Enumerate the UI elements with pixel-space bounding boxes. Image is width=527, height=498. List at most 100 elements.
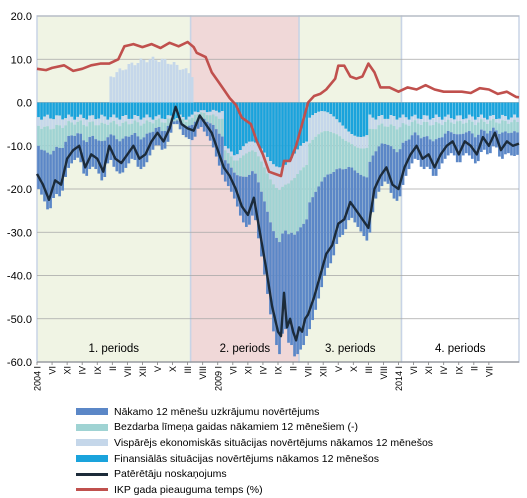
x-tick-label: II <box>108 366 118 371</box>
financial-situation-bar <box>91 102 95 116</box>
economic-situation-bar <box>214 110 218 117</box>
financial-situation-bar <box>97 102 101 119</box>
savings-bar <box>88 137 92 170</box>
economic-situation-bar <box>142 59 146 103</box>
legend-swatch <box>76 423 108 431</box>
savings-bar <box>368 161 372 233</box>
economic-situation-bar <box>229 151 233 157</box>
legend-label: Bezdarba līmeņa gaidas nākamiem 12 mēneš… <box>114 421 358 434</box>
financial-situation-bar <box>416 102 420 119</box>
savings-bar <box>245 176 248 227</box>
economic-situation-bar <box>464 118 468 123</box>
x-tick-label: VII <box>304 366 314 377</box>
financial-situation-bar <box>52 102 55 120</box>
economic-situation-bar <box>139 58 143 103</box>
financial-situation-bar <box>257 102 260 146</box>
unemployment-bar <box>377 125 381 147</box>
economic-situation-bar <box>308 117 311 144</box>
financial-situation-bar <box>106 102 110 120</box>
economic-situation-bar <box>428 119 432 126</box>
x-tick-label: XI <box>63 366 73 375</box>
financial-situation-bar <box>507 102 510 120</box>
financial-situation-bar <box>410 102 414 117</box>
economic-situation-bar <box>184 119 188 122</box>
financial-situation-bar <box>208 102 212 112</box>
financial-situation-bar <box>473 102 477 120</box>
unemployment-bar <box>251 150 254 172</box>
financial-situation-bar <box>443 102 447 117</box>
economic-situation-bar <box>154 60 158 103</box>
unemployment-bar <box>73 124 77 136</box>
unemployment-bar <box>136 122 140 137</box>
savings-bar <box>220 136 224 175</box>
savings-bar <box>37 145 40 189</box>
unemployment-bar <box>127 124 131 137</box>
financial-situation-bar <box>238 102 242 151</box>
savings-bar <box>437 137 441 170</box>
unemployment-bar <box>362 148 366 177</box>
economic-situation-bar <box>492 115 495 119</box>
legend-label: Nākamo 12 mēnešu uzkrājumu novērtējums <box>114 405 320 418</box>
unemployment-bar <box>142 123 146 138</box>
unemployment-bar <box>220 118 224 137</box>
financial-situation-bar <box>73 102 77 120</box>
economic-situation-bar <box>226 148 230 153</box>
economic-situation-bar <box>260 148 263 162</box>
financial-situation-bar <box>486 102 489 120</box>
financial-situation-bar <box>311 102 314 116</box>
economic-situation-bar <box>133 65 137 103</box>
savings-bar <box>344 168 348 230</box>
financial-situation-bar <box>232 102 236 156</box>
financial-situation-bar <box>278 102 281 168</box>
financial-situation-bar <box>461 102 465 120</box>
savings-bar <box>97 140 101 174</box>
economic-situation-bar <box>332 116 336 134</box>
unemployment-bar <box>344 140 348 169</box>
financial-situation-bar <box>413 102 417 115</box>
unemployment-bar <box>238 157 242 177</box>
economic-situation-bar <box>504 116 507 121</box>
unemployment-bar <box>91 121 95 136</box>
economic-situation-bar <box>157 62 161 103</box>
savings-bar <box>184 126 188 138</box>
economic-situation-bar <box>175 118 179 119</box>
unemployment-bar <box>263 167 266 202</box>
financial-situation-bar <box>350 102 354 135</box>
financial-situation-bar <box>166 102 170 116</box>
financial-situation-bar <box>160 102 164 119</box>
economic-situation-bar <box>344 128 348 141</box>
savings-bar <box>290 232 293 346</box>
economic-situation-bar <box>446 114 450 120</box>
unemployment-bar <box>88 122 92 138</box>
unemployment-bar <box>64 125 67 142</box>
unemployment-bar <box>392 125 396 150</box>
financial-situation-bar <box>356 102 360 137</box>
financial-situation-bar <box>154 102 158 117</box>
legend-label: Finansiālās situācijas novērtējums nākam… <box>114 452 379 465</box>
unemployment-bar <box>455 121 459 135</box>
economic-situation-bar <box>338 122 342 137</box>
unemployment-bar <box>112 120 116 136</box>
financial-situation-bar <box>425 102 429 116</box>
y-tick-label: -30.0 <box>7 227 32 239</box>
x-tick-label: 2009 I <box>213 366 223 391</box>
financial-situation-bar <box>362 102 366 137</box>
x-tick-label: X <box>349 366 359 372</box>
economic-situation-bar <box>461 119 465 124</box>
unemployment-bar <box>235 160 239 176</box>
unemployment-bar <box>278 189 281 243</box>
financial-situation-bar <box>281 102 284 167</box>
legend-line <box>76 488 108 492</box>
economic-situation-bar <box>287 161 290 184</box>
financial-situation-bar <box>85 102 89 120</box>
unemployment-bar <box>211 114 215 125</box>
unemployment-bar <box>513 119 516 132</box>
axes: 20.0 10.0 0.0 -10.0 -20.0 -30.0 -40.0 -50.0 -60.… <box>7 11 519 391</box>
economic-situation-bar <box>205 112 209 116</box>
economic-situation-bar <box>217 112 221 119</box>
financial-situation-bar <box>308 102 311 118</box>
savings-bar <box>392 149 396 199</box>
savings-bar <box>124 136 128 168</box>
financial-situation-bar <box>100 102 104 115</box>
financial-situation-bar <box>335 102 339 120</box>
